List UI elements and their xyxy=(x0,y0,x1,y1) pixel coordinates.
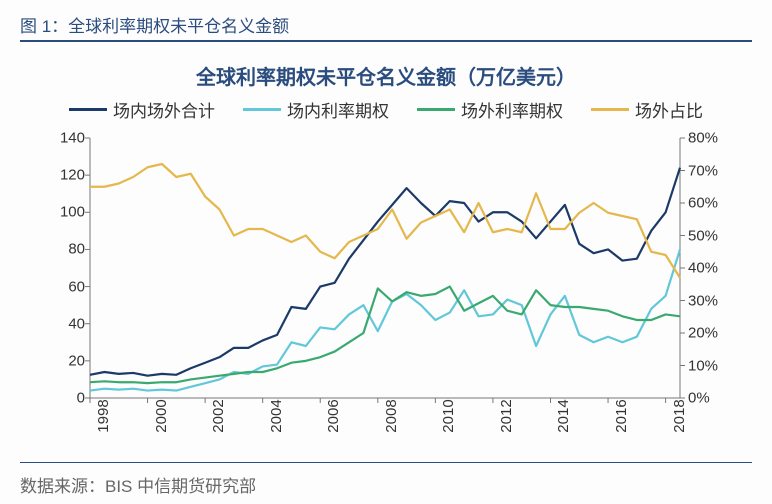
x-tick: 2000 xyxy=(153,399,170,432)
y-left-tick: 20 xyxy=(40,352,85,369)
x-tick: 2006 xyxy=(325,399,342,432)
y-left-tick: 140 xyxy=(40,130,85,147)
legend-swatch xyxy=(417,108,455,111)
top-divider xyxy=(20,40,752,42)
y-axis-right: 0%10%20%30%40%50%60%70%80% xyxy=(688,138,738,398)
y-left-tick: 0 xyxy=(40,390,85,407)
legend-item: 场内利率期权 xyxy=(243,97,389,122)
legend-label: 场内利率期权 xyxy=(287,97,389,122)
legend-item: 场外利率期权 xyxy=(417,97,563,122)
x-axis: 1998200020022004200620082010201220142016… xyxy=(90,408,680,458)
y-left-tick: 40 xyxy=(40,315,85,332)
source-label: 数据来源：BIS 中信期货研究部 xyxy=(20,472,256,497)
x-tick: 2008 xyxy=(383,399,400,432)
x-tick: 2014 xyxy=(555,399,572,432)
legend-swatch xyxy=(69,108,107,111)
plot-area xyxy=(90,138,680,398)
series-line xyxy=(90,168,680,376)
y-right-tick: 70% xyxy=(688,162,738,179)
y-right-tick: 20% xyxy=(688,325,738,342)
y-right-tick: 10% xyxy=(688,357,738,374)
x-tick: 2012 xyxy=(498,399,515,432)
x-tick: 2010 xyxy=(440,399,457,432)
figure-label: 图 1：全球利率期权未平仓名义金额 xyxy=(20,12,289,37)
x-tick: 2002 xyxy=(210,399,227,432)
x-tick: 1998 xyxy=(95,399,112,432)
x-tick: 2004 xyxy=(268,399,285,432)
y-right-tick: 0% xyxy=(688,390,738,407)
y-axis-left: 020406080100120140 xyxy=(40,138,85,398)
chart-title: 全球利率期权未平仓名义金额（万亿美元） xyxy=(0,61,772,90)
y-left-tick: 60 xyxy=(40,278,85,295)
legend-item: 场外占比 xyxy=(591,97,703,122)
series-line xyxy=(90,287,680,384)
x-tick: 2018 xyxy=(671,399,688,432)
legend-label: 场外利率期权 xyxy=(461,97,563,122)
y-right-tick: 30% xyxy=(688,292,738,309)
legend-swatch xyxy=(591,108,629,111)
legend: 场内场外合计 场内利率期权 场外利率期权 场外占比 xyxy=(0,97,772,122)
y-right-tick: 60% xyxy=(688,195,738,212)
y-right-tick: 80% xyxy=(688,130,738,147)
y-left-tick: 100 xyxy=(40,204,85,221)
y-right-tick: 50% xyxy=(688,227,738,244)
legend-swatch xyxy=(243,108,281,111)
y-right-tick: 40% xyxy=(688,260,738,277)
legend-label: 场内场外合计 xyxy=(113,97,215,122)
bottom-divider xyxy=(20,462,752,463)
x-tick: 2016 xyxy=(613,399,630,432)
legend-item: 场内场外合计 xyxy=(69,97,215,122)
series-line xyxy=(90,249,680,390)
series-line xyxy=(90,164,680,278)
y-left-tick: 120 xyxy=(40,167,85,184)
legend-label: 场外占比 xyxy=(635,97,703,122)
y-left-tick: 80 xyxy=(40,241,85,258)
